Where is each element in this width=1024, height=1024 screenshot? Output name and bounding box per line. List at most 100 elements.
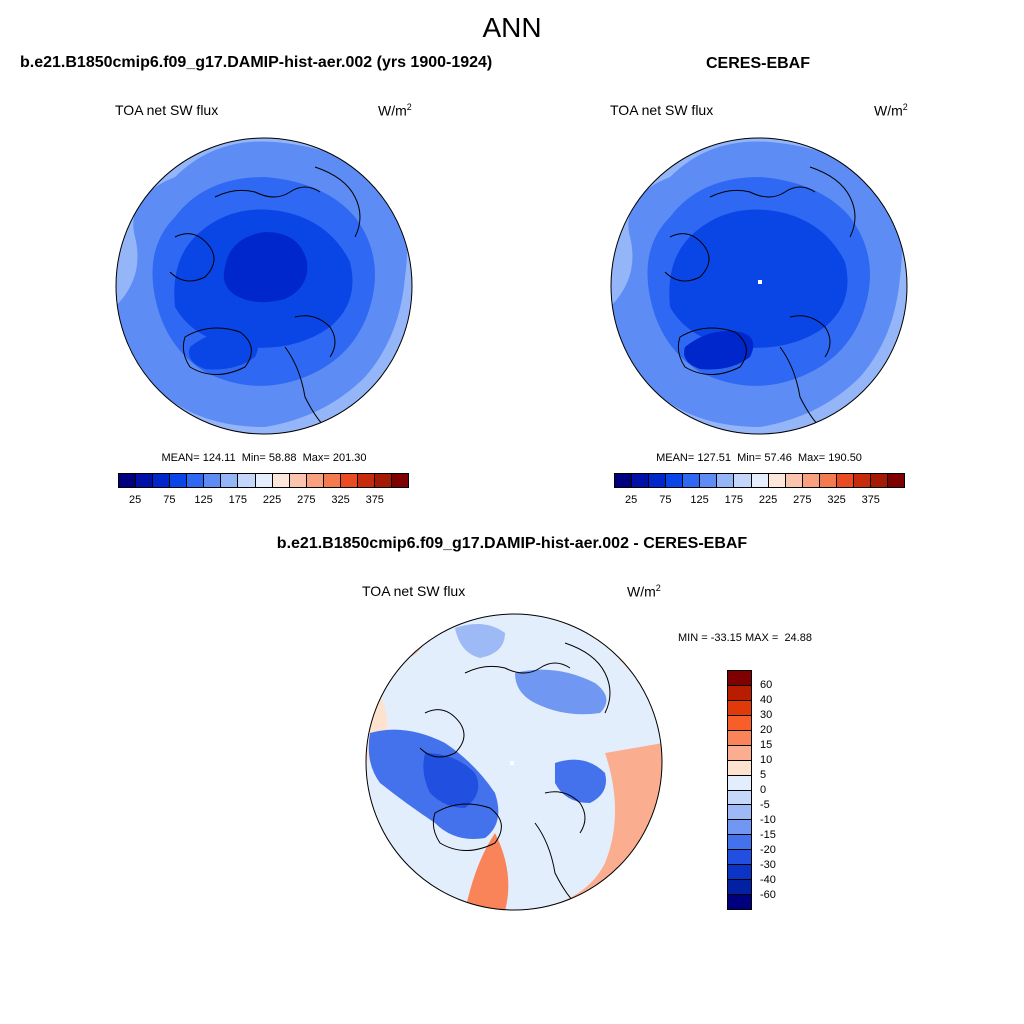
diff-colorbar-ticks: 60 40 30 20 15 10 5 0 -5 -10 -15 -20 -30 -40 -60: [760, 670, 800, 910]
figure-title: ANN: [482, 12, 542, 43]
obs-colorbar-cell: [649, 474, 667, 487]
model-colorbar-tick-label: 175: [228, 494, 247, 506]
diff-colorbar-cell: [728, 685, 751, 701]
diff-colorbar-cell: [728, 775, 751, 791]
obs-colorbar-cell: [666, 474, 684, 487]
obs-colorbar-cell: [683, 474, 701, 487]
model-colorbar-cell: [289, 474, 307, 487]
diff-colorbar-tick-label: -5: [760, 799, 770, 811]
obs-colorbar-cell: [700, 474, 718, 487]
diff-colorbar-cell: [728, 671, 751, 686]
model-polar-map: [115, 137, 413, 435]
model-colorbar-cell: [119, 474, 137, 487]
model-colorbar-cell: [204, 474, 222, 487]
model-colorbar-cell: [170, 474, 188, 487]
diff-colorbar-tick-label: -20: [760, 844, 776, 856]
model-map-border: [115, 137, 413, 435]
diff-field-neg-siberia: [515, 669, 607, 715]
obs-map-border: [610, 137, 908, 435]
model-colorbar-tick-label: 325: [331, 494, 350, 506]
model-field-core: [223, 232, 308, 303]
model-colorbar-cell: [153, 474, 171, 487]
model-colorbar-tick-label: 75: [163, 494, 176, 506]
obs-stats: MEAN= 127.51 Min= 57.46 Max= 190.50: [656, 452, 862, 464]
model-colorbar-ticks: 25 75 125 175 225 275 325 375: [118, 494, 409, 508]
model-colorbar-cell: [187, 474, 205, 487]
model-units-label: W/m2: [378, 102, 412, 119]
diff-colorbar-cell: [728, 865, 751, 881]
model-colorbar-cell: [374, 474, 392, 487]
diff-min: -33.15: [710, 632, 742, 644]
diff-colorbar-cell: [728, 805, 751, 821]
model-colorbar-cell: [255, 474, 273, 487]
diff-colorbar-cell: [728, 820, 751, 836]
diff-coastlines: [419, 642, 611, 904]
model-colorbar-tick-label: 25: [128, 494, 142, 506]
obs-colorbar-cell: [717, 474, 735, 487]
diff-colorbar-tick-label: 10: [760, 754, 773, 766]
model-colorbar-cell: [238, 474, 256, 487]
diff-colorbar-tick-label: -15: [760, 829, 776, 841]
model-colorbar-cell: [221, 474, 239, 487]
model-colorbar-cell: [392, 474, 409, 487]
obs-colorbar-tick-label: 375: [861, 494, 880, 506]
diff-field-pos-s: [465, 833, 509, 910]
obs-colorbar-tick-label: 125: [690, 494, 709, 506]
model-colorbar-tick-label: 225: [262, 494, 282, 506]
model-colorbar-tick-label: 375: [365, 494, 384, 506]
diff-colorbar-tick-label: 0: [760, 784, 767, 796]
obs-colorbar-cell: [632, 474, 650, 487]
model-colorbar-cell: [323, 474, 341, 487]
diff-colorbar-cell: [728, 745, 751, 761]
obs-max: 190.50: [828, 452, 862, 464]
obs-colorbar-tick-label: 325: [827, 494, 846, 506]
obs-colorbar-cell: [853, 474, 871, 487]
obs-colorbar-cell: [836, 474, 854, 487]
obs-colorbar-cell: [870, 474, 888, 487]
model-colorbar-cell: [357, 474, 375, 487]
diff-colorbar-tick-label: 30: [760, 709, 773, 721]
obs-colorbar-tick-label: 25: [624, 494, 638, 506]
diff-colorbar-cell: [728, 715, 751, 731]
diff-colorbar-tick-label: -30: [760, 859, 776, 871]
diff-colorbar-cell: [728, 835, 751, 851]
diff-field-neg-n: [455, 624, 505, 658]
model-colorbar-tick-label: 125: [194, 494, 213, 506]
model-stats: MEAN= 124.11 Min= 58.88 Max= 201.30: [161, 452, 367, 464]
model-max: 201.30: [332, 452, 367, 464]
model-field-greenland: [189, 331, 259, 370]
diff-colorbar-tick-label: 60: [760, 679, 773, 691]
diff-colorbar-cell: [728, 880, 751, 896]
model-panel-title: b.e21.B1850cmip6.f09_g17.DAMIP-hist-aer.…: [20, 54, 493, 71]
model-colorbar-tick-label: 275: [297, 494, 316, 506]
model-colorbar-cell: [306, 474, 324, 487]
obs-units-label: W/m2: [874, 102, 908, 119]
obs-panel-title: CERES-EBAF: [706, 55, 811, 72]
diff-colorbar-tick-label: 5: [760, 769, 767, 781]
diff-colorbar: [727, 670, 752, 910]
obs-mean: 127.51: [697, 452, 731, 464]
model-variable-label: TOA net SW flux: [115, 102, 219, 118]
obs-colorbar-ticks: 25 75 125 175 225 275 325 375: [614, 494, 905, 508]
diff-colorbar-cell: [728, 730, 751, 746]
diff-colorbar-cell: [728, 895, 751, 909]
diff-colorbar-tick-label: 15: [760, 739, 773, 751]
diff-units-label: W/m2: [627, 583, 661, 600]
obs-colorbar-cell: [768, 474, 786, 487]
obs-colorbar-cell: [888, 474, 905, 487]
model-colorbar-cell: [340, 474, 358, 487]
diff-max: 24.88: [784, 632, 812, 644]
obs-pole-missing: [758, 280, 762, 284]
obs-field-ring-3: [669, 209, 848, 348]
diff-colorbar-cell: [728, 850, 751, 866]
model-colorbar-cell: [272, 474, 290, 487]
obs-colorbar-tick-label: 275: [793, 494, 812, 506]
obs-colorbar: [614, 473, 905, 488]
model-colorbar-cell: [136, 474, 154, 487]
obs-min: 57.46: [764, 452, 792, 464]
diff-colorbar-tick-label: -10: [760, 814, 776, 826]
diff-variable-label: TOA net SW flux: [362, 583, 466, 599]
obs-colorbar-tick-label: 175: [724, 494, 743, 506]
obs-variable-label: TOA net SW flux: [610, 102, 714, 118]
obs-colorbar-cell: [802, 474, 820, 487]
